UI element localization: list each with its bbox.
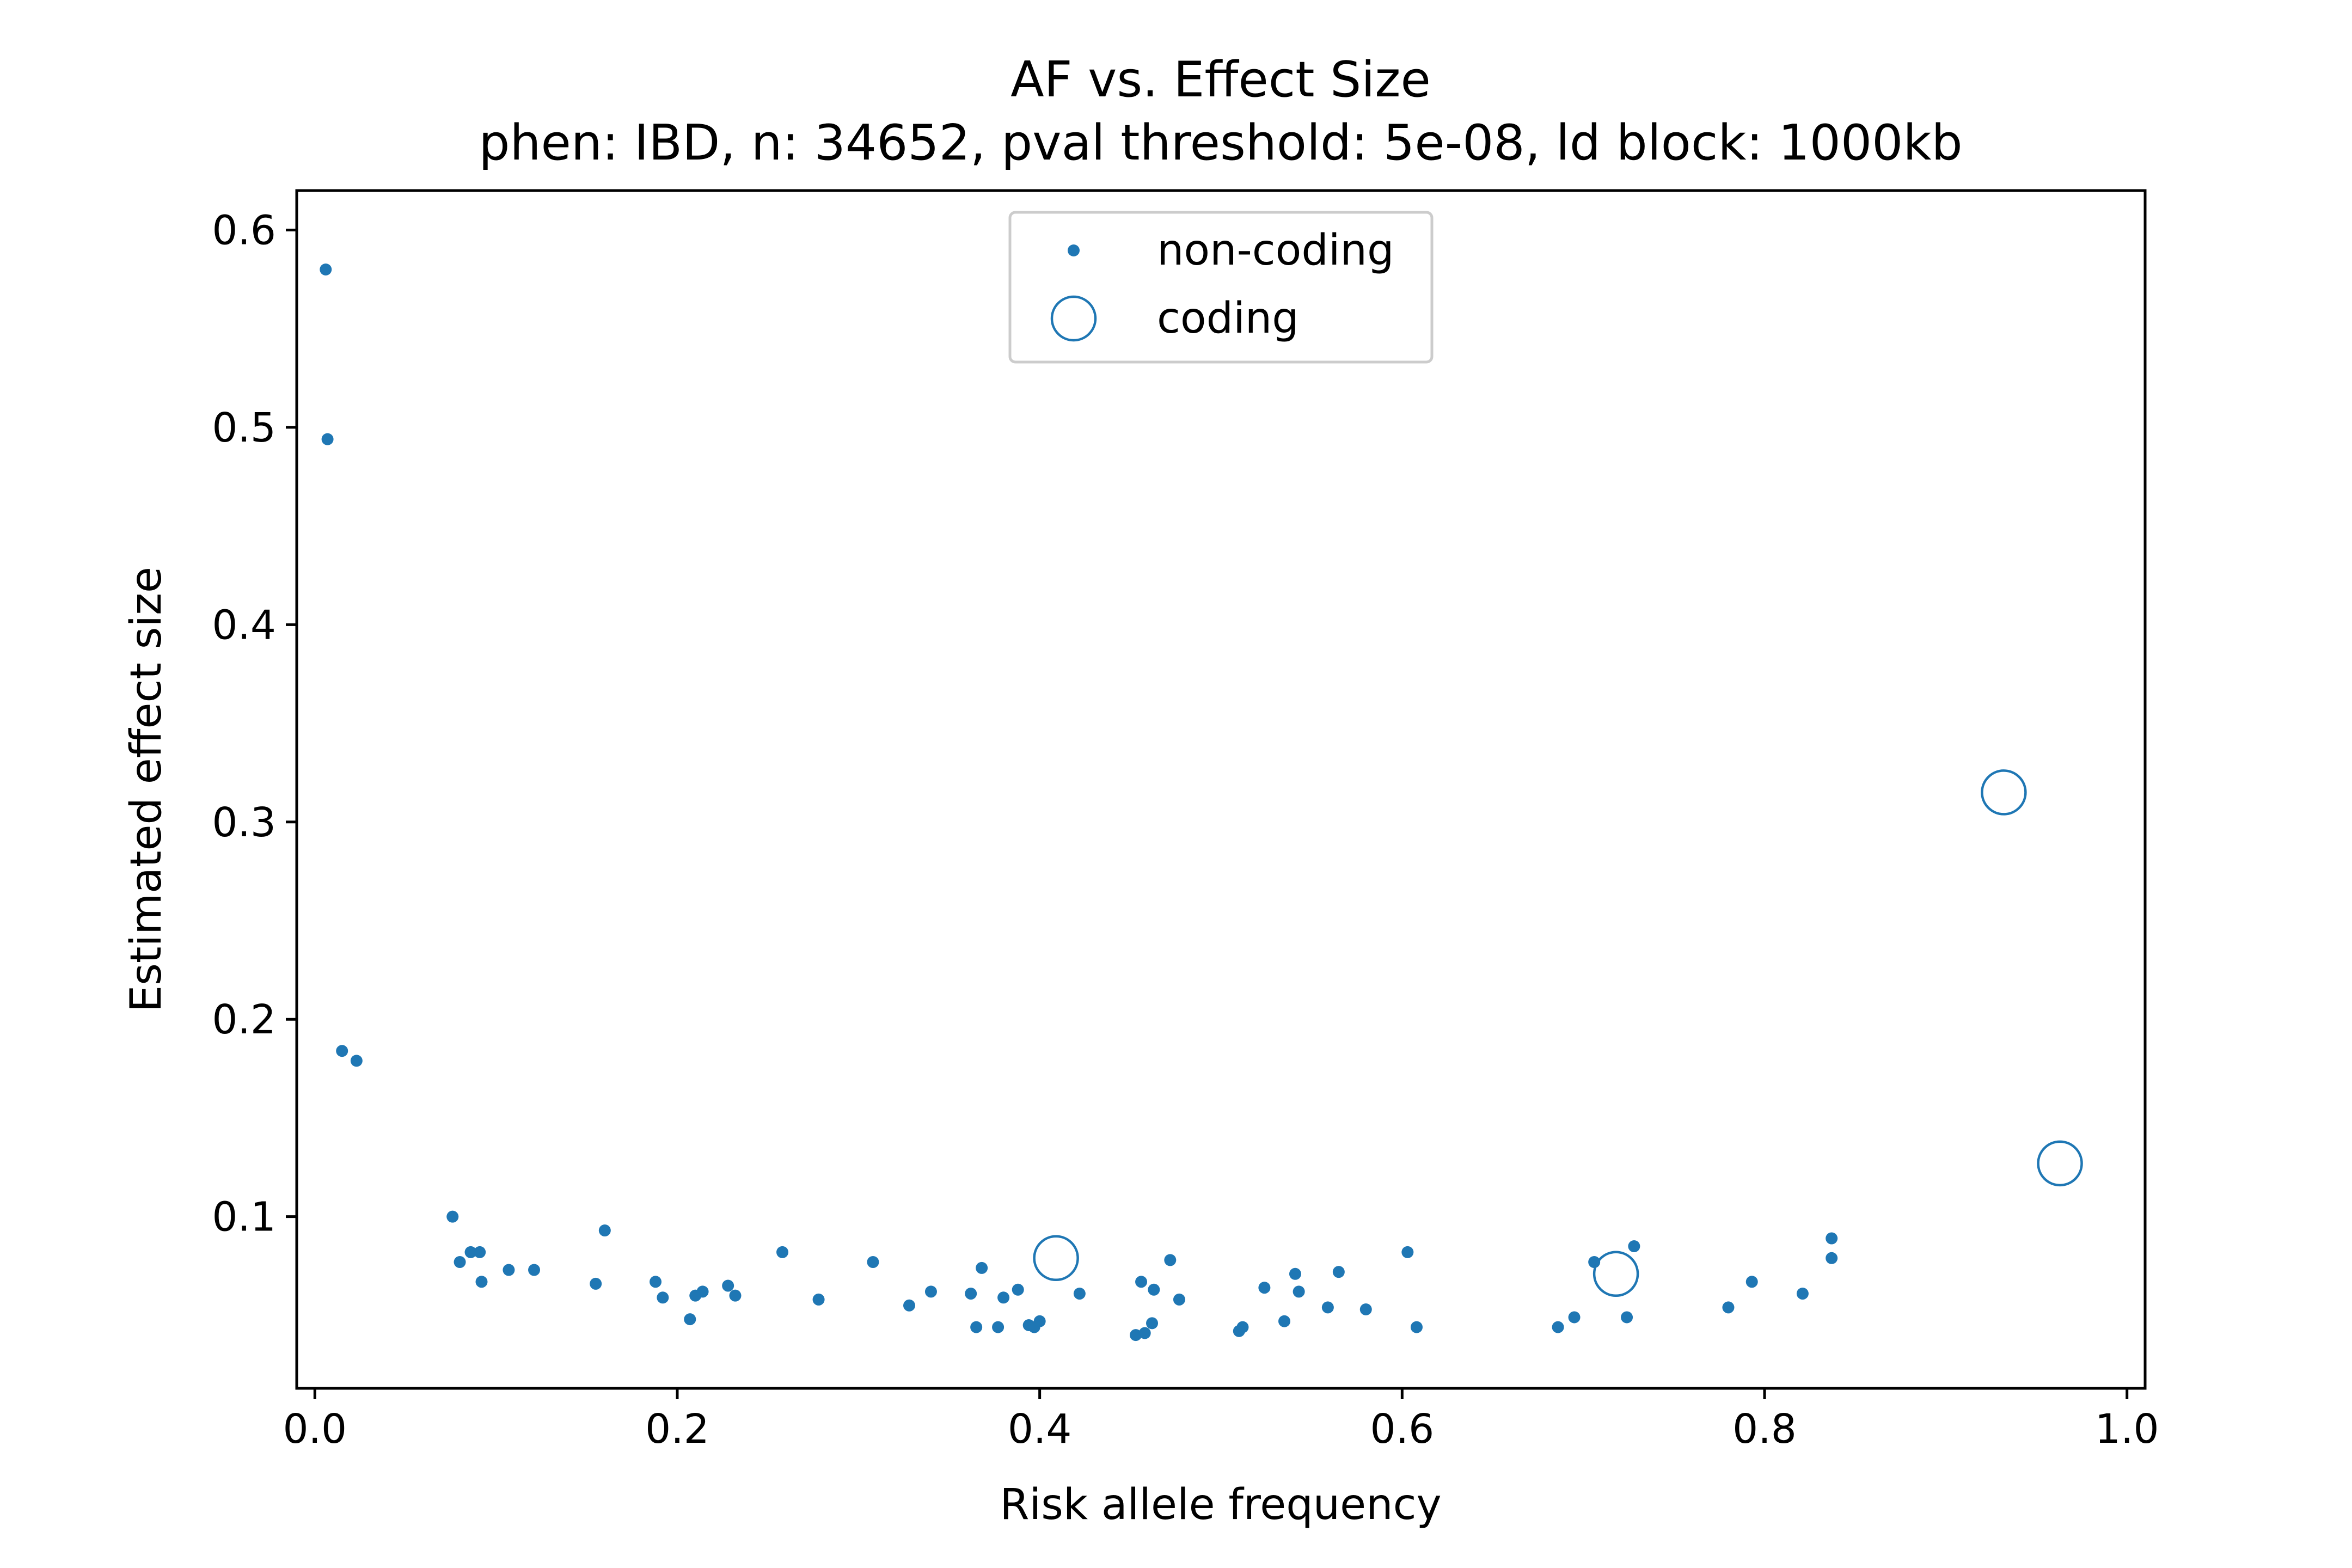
y-tick-label: 0.4 [212,602,276,648]
data-point-non-coding [903,1299,916,1312]
data-point-non-coding [503,1264,515,1276]
y-axis-label: Estimated effect size [122,567,171,1012]
data-point-non-coding [1258,1282,1271,1294]
series-non-coding [320,263,1838,1342]
data-point-non-coding [992,1321,1004,1333]
data-point-non-coding [684,1313,696,1326]
data-point-non-coding [1359,1303,1372,1316]
data-point-non-coding [1146,1317,1159,1330]
y-axis: 0.1 0.2 0.3 0.4 0.5 0.6 [212,207,297,1241]
data-point-non-coding [1628,1240,1640,1253]
data-point-non-coding [1401,1246,1414,1258]
data-point-coding [2037,1140,2083,1187]
x-axis-label: Risk allele frequency [1000,1480,1441,1529]
data-point-non-coding [1621,1311,1633,1324]
x-axis: 0.0 0.2 0.4 0.6 0.8 1.0 [283,1388,2159,1453]
data-point-non-coding [1410,1321,1423,1333]
data-point-non-coding [1293,1285,1305,1298]
data-point-non-coding [474,1246,486,1258]
legend: non-coding coding [1008,211,1434,364]
data-points-layer [320,263,2083,1342]
legend-box [1008,211,1434,364]
data-point-non-coding [1321,1301,1334,1314]
data-point-non-coding [696,1285,709,1298]
legend-marker-coding [1050,295,1097,342]
data-point-non-coding [867,1256,879,1269]
x-tick-label: 1.0 [2095,1406,2159,1453]
data-point-non-coding [812,1293,825,1306]
data-point-non-coding [1033,1315,1046,1327]
y-tick-label: 0.2 [212,996,276,1043]
data-point-coding [1592,1251,1639,1297]
data-point-coding [1033,1235,1079,1282]
x-tick-label: 0.6 [1370,1406,1434,1453]
data-point-non-coding [320,263,332,275]
plot-area-frame [295,189,2147,1390]
x-tick-label: 0.8 [1732,1406,1797,1453]
data-point-non-coding [350,1055,363,1067]
data-point-non-coding [1745,1276,1758,1288]
data-point-non-coding [976,1261,988,1274]
data-point-non-coding [1148,1283,1160,1296]
series-coding [1033,769,2083,1297]
data-point-coding [1981,769,2027,816]
data-point-non-coding [454,1256,466,1269]
data-point-non-coding [446,1210,459,1223]
data-point-non-coding [598,1224,611,1237]
data-point-non-coding [1826,1252,1838,1264]
data-point-non-coding [1722,1301,1735,1314]
data-point-non-coding [336,1045,348,1057]
data-point-non-coding [464,1246,477,1258]
data-point-non-coding [1278,1315,1290,1327]
data-point-non-coding [1552,1321,1564,1333]
data-point-non-coding [528,1264,541,1276]
data-point-non-coding [1073,1288,1086,1300]
data-point-non-coding [1135,1276,1148,1288]
data-point-non-coding [970,1321,983,1333]
data-point-non-coding [997,1291,1010,1304]
data-point-non-coding [650,1276,662,1288]
data-point-non-coding [475,1276,488,1288]
data-point-non-coding [590,1277,602,1290]
data-point-non-coding [1012,1283,1024,1296]
y-tick-label: 0.3 [212,799,276,846]
data-point-non-coding [657,1291,669,1304]
legend-label-coding: coding [1157,294,1299,343]
legend-marker-non-coding [1068,244,1080,256]
y-tick-label: 0.1 [212,1194,276,1241]
data-point-non-coding [965,1288,977,1300]
data-point-non-coding [1236,1321,1249,1333]
data-point-non-coding [1332,1266,1345,1278]
data-point-non-coding [1173,1293,1185,1306]
data-point-non-coding [776,1246,789,1258]
y-tick-label: 0.5 [212,405,276,451]
legend-label-non-coding: non-coding [1157,226,1394,275]
data-point-non-coding [1796,1288,1809,1300]
data-point-non-coding [1289,1267,1301,1280]
data-point-non-coding [729,1289,742,1302]
x-tick-label: 0.0 [283,1406,347,1453]
data-point-non-coding [321,433,334,445]
y-tick-label: 0.6 [212,207,276,254]
x-tick-label: 0.4 [1008,1406,1072,1453]
data-point-non-coding [1164,1254,1177,1266]
data-point-non-coding [1826,1232,1838,1245]
x-tick-label: 0.2 [645,1406,709,1453]
data-point-non-coding [722,1279,734,1292]
chart-subtitle: phen: IBD, n: 34652, pval threshold: 5e-… [479,114,1962,171]
chart-title: AF vs. Effect Size [1010,51,1431,108]
data-point-non-coding [1138,1327,1151,1339]
data-point-non-coding [1568,1311,1581,1324]
data-point-non-coding [924,1285,937,1298]
data-point-non-coding [1130,1329,1142,1342]
